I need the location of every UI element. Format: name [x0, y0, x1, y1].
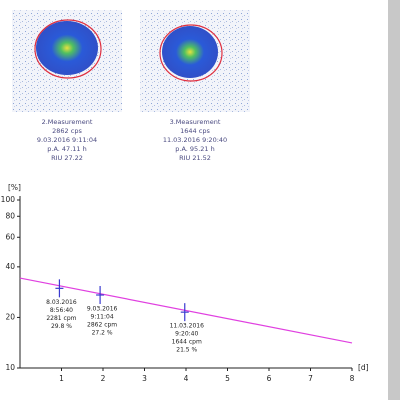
caption-line: 2.Measurement — [42, 118, 93, 126]
x-tick-label: 7 — [308, 374, 313, 383]
caption-line: 9.03.2016 9:11:04 — [37, 136, 97, 144]
data-point — [96, 285, 105, 304]
point-label: 8.03.2016 — [46, 299, 77, 306]
x-tick-label: 6 — [267, 374, 272, 383]
x-axis-label: [d] — [358, 363, 369, 372]
caption-line: RIU 27.22 — [51, 154, 83, 162]
point-label: 2281 cpm — [46, 315, 76, 322]
point-label: 9:11:04 — [91, 313, 114, 320]
caption-line: 3.Measurement — [170, 118, 221, 126]
point-label: 9.03.2016 — [87, 305, 118, 312]
point-label: 9:20:40 — [175, 331, 198, 338]
scan-image — [12, 10, 122, 112]
fit-line — [19, 277, 353, 344]
data-point — [55, 279, 64, 298]
caption-line: 2862 cps — [52, 127, 82, 135]
point-label: 8:56:40 — [50, 307, 73, 314]
y-tick-label: 80 — [5, 211, 15, 220]
y-tick-label: 100 — [1, 195, 16, 204]
x-tick-label: 3 — [142, 374, 147, 383]
data-point — [180, 303, 189, 322]
point-label: 1644 cpm — [172, 339, 202, 346]
y-tick-label: 10 — [5, 363, 15, 372]
x-tick-label: 2 — [101, 374, 106, 383]
caption-line: p.A. 95.21 h — [175, 145, 214, 153]
scan-image — [140, 10, 250, 112]
caption-line: 11.03.2016 9:20:40 — [163, 136, 227, 144]
point-value-label: 27.2 % — [92, 329, 113, 336]
point-label: 2862 cpm — [87, 321, 117, 328]
y-tick-label: 60 — [5, 232, 15, 241]
point-value-label: 29.8 % — [51, 323, 72, 330]
y-tick-label: 40 — [5, 262, 15, 271]
caption-line: RIU 21.52 — [179, 154, 211, 162]
y-axis-label: [%] — [8, 183, 21, 192]
x-tick-label: 5 — [225, 374, 230, 383]
side-panel — [388, 0, 400, 400]
y-tick-label: 20 — [5, 312, 15, 321]
caption-line: p.A. 47.11 h — [47, 145, 86, 153]
caption-line: 1644 cps — [180, 127, 210, 135]
x-tick-label: 4 — [184, 374, 189, 383]
point-label: 11.03.2016 — [170, 323, 205, 330]
x-tick-label: 8 — [350, 374, 355, 383]
point-value-label: 21.5 % — [176, 347, 197, 354]
x-tick-label: 1 — [59, 374, 64, 383]
